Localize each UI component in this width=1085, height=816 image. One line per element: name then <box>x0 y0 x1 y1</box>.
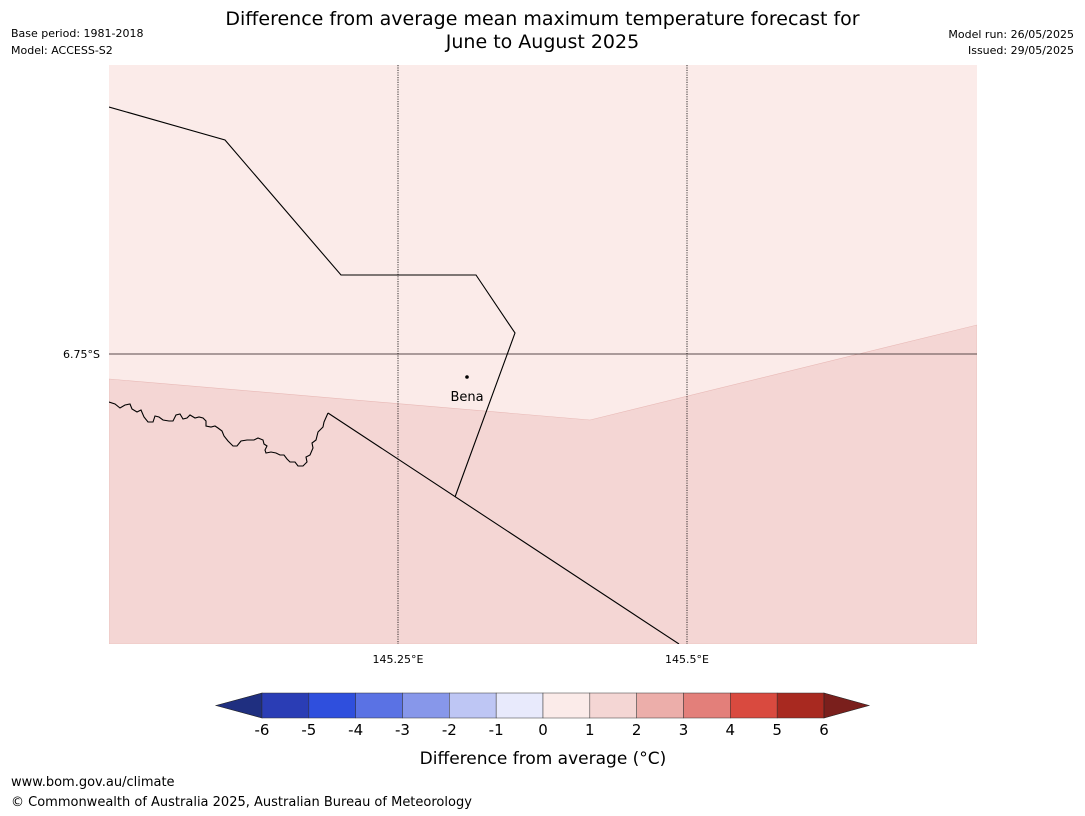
colorbar-tick-label: -1 <box>489 721 504 739</box>
colorbar-tick-label: -3 <box>395 721 410 739</box>
anomaly-zone-1-to-2 <box>109 324 977 644</box>
issued-text: Issued: 29/05/2025 <box>967 44 1074 57</box>
colorbar-tick-label: -2 <box>442 721 457 739</box>
bena-town-label: Bena <box>450 390 483 405</box>
colorbar-segment <box>261 692 310 719</box>
colorbar-segment <box>355 692 403 719</box>
footer-copyright: © Commonwealth of Australia 2025, Austra… <box>11 795 472 810</box>
colorbar-tick-label: -6 <box>255 721 270 739</box>
colorbar-segment <box>683 692 731 719</box>
colorbar-segment <box>776 692 825 719</box>
map-panel: Bena <box>109 65 977 644</box>
colorbar-tick-label: 3 <box>679 721 689 739</box>
colorbar-extend-high <box>823 692 871 719</box>
province-border-west-river <box>109 401 329 467</box>
model-text: Model: ACCESS-S2 <box>11 44 113 57</box>
colorbar-tick-label: 2 <box>632 721 642 739</box>
bena-town-marker <box>465 375 469 379</box>
colorbar-tick-label: 1 <box>585 721 595 739</box>
province-border-north <box>109 106 516 498</box>
colorbar-segment <box>589 692 637 719</box>
colorbar-label: Difference from average (°C) <box>420 749 667 769</box>
colorbar-segment <box>730 692 778 719</box>
colorbar-tick-label: -4 <box>348 721 363 739</box>
province-border-south <box>327 412 680 644</box>
colorbar-tick-label: -5 <box>301 721 316 739</box>
colorbar-tick-label: 5 <box>772 721 782 739</box>
colorbar-segment <box>402 692 450 719</box>
colorbar-tick-label: 0 <box>538 721 548 739</box>
model-run-text: Model run: 26/05/2025 <box>948 28 1074 41</box>
colorbar-segment <box>449 692 497 719</box>
latitude-label: 6.75°S <box>63 348 100 361</box>
longitude-label-145-25: 145.25°E <box>373 653 424 666</box>
colorbar-extend-low <box>214 692 263 719</box>
colorbar-segment <box>636 692 684 719</box>
colorbar-segment <box>542 692 591 719</box>
colorbar: -6 -5 -4 -3 -2 -1 0 1 2 3 4 5 6 <box>214 692 871 739</box>
title-line-2: June to August 2025 <box>445 31 640 53</box>
footer-url: www.bom.gov.au/climate <box>11 775 175 790</box>
colorbar-tick-label: 4 <box>726 721 736 739</box>
colorbar-segment <box>495 692 544 719</box>
colorbar-tick-label: 6 <box>819 721 829 739</box>
title-line-1: Difference from average mean maximum tem… <box>225 8 860 30</box>
longitude-label-145-5: 145.5°E <box>665 653 709 666</box>
base-period-text: Base period: 1981-2018 <box>11 27 144 40</box>
colorbar-segment <box>308 692 356 719</box>
